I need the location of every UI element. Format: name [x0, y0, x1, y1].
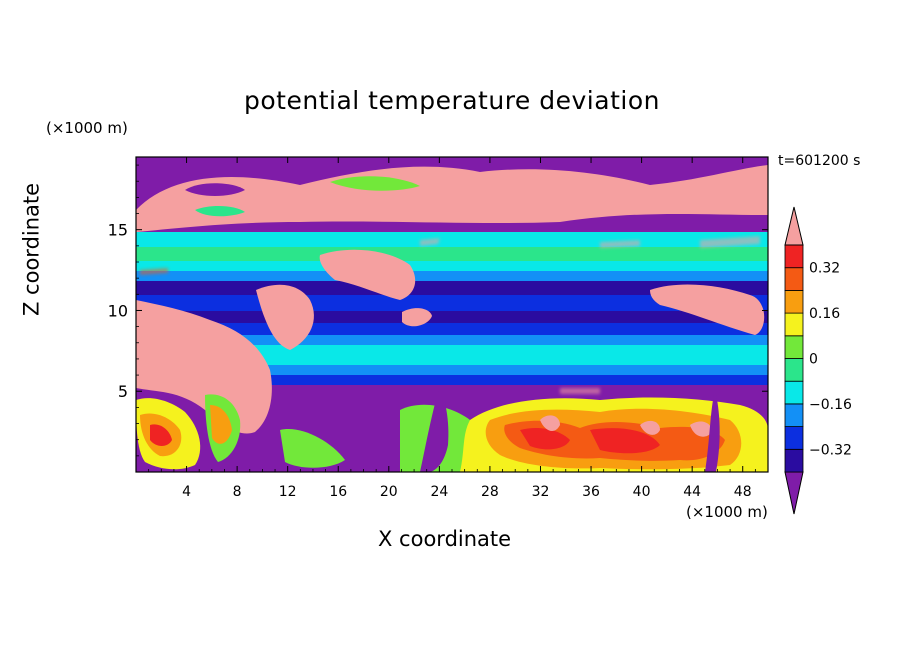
y-tick-label: 5	[118, 382, 128, 401]
colorbar-lower-extension	[784, 471, 804, 515]
x-axis-unit: (×1000 m)	[686, 503, 768, 521]
y-axis-ticks: 5 10 15	[108, 164, 768, 457]
heatmap-field	[136, 157, 768, 472]
colorbar-tick-label: 0	[809, 352, 818, 368]
colorbar-cell	[784, 403, 804, 427]
x-tick-label: 12	[279, 484, 297, 500]
x-tick-label: 16	[329, 484, 347, 500]
colorbar-tick-label: −0.32	[809, 442, 852, 458]
x-axis-label: X coordinate	[378, 527, 512, 551]
x-tick-label: 36	[582, 484, 600, 500]
x-tick-label: 20	[380, 484, 398, 500]
colorbar-cell	[784, 289, 804, 314]
colorbar-cell	[784, 335, 804, 359]
x-tick-label: 24	[430, 484, 448, 500]
colorbar-cell	[784, 448, 804, 473]
colorbar-cell	[784, 267, 804, 291]
colorbar-cell	[784, 244, 804, 269]
y-tick-label: 10	[108, 301, 128, 320]
x-tick-label: 40	[633, 484, 651, 500]
colorbar-cell	[784, 380, 804, 405]
x-tick-label: 48	[734, 484, 752, 500]
x-tick-label: 8	[233, 484, 242, 500]
colorbar: 0.32 0.16 0 −0.16 −0.32	[784, 206, 852, 515]
colorbar-cell	[784, 358, 804, 382]
x-tick-label: 28	[481, 484, 499, 500]
y-tick-label: 15	[108, 221, 128, 240]
x-axis-ticks: 4 8 12 16 20 24 28 32 36 40 44 48	[148, 157, 756, 500]
chart-title: potential temperature deviation	[244, 86, 660, 115]
y-axis-unit: (×1000 m)	[46, 119, 128, 137]
colorbar-cell	[784, 426, 804, 450]
colorbar-cell	[784, 312, 804, 337]
colorbar-tick-label: 0.32	[809, 261, 840, 277]
time-label: t=601200 s	[778, 153, 861, 169]
x-tick-label: 4	[182, 484, 191, 500]
x-tick-label: 44	[683, 484, 701, 500]
colorbar-tick-label: 0.16	[809, 306, 840, 322]
colorbar-tick-label: −0.16	[809, 397, 852, 413]
colorbar-upper-extension	[784, 206, 804, 246]
x-tick-label: 32	[532, 484, 550, 500]
